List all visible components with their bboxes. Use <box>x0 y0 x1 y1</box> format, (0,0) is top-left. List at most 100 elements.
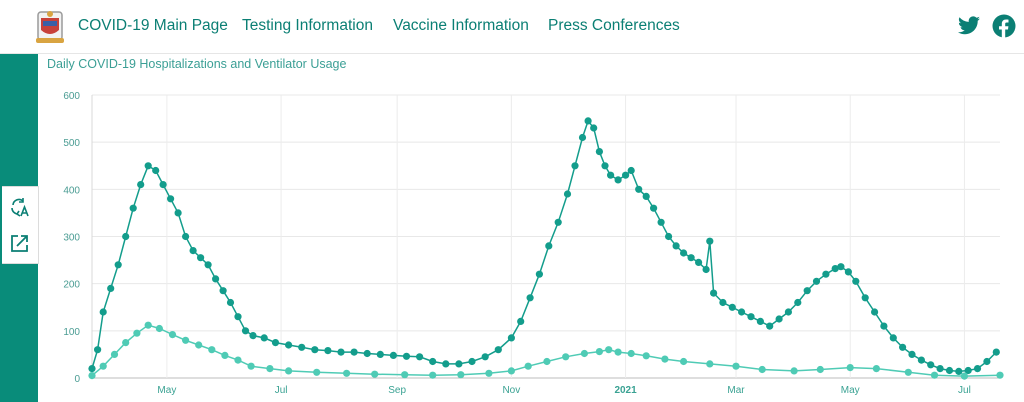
data-point-ventilator[interactable] <box>790 367 798 375</box>
data-point-hospitalized[interactable] <box>311 346 319 354</box>
data-point-ventilator[interactable] <box>627 349 635 358</box>
data-point-hospitalized[interactable] <box>917 356 926 364</box>
data-point-hospitalized[interactable] <box>794 298 802 307</box>
data-point-ventilator[interactable] <box>401 371 409 379</box>
data-point-hospitalized[interactable] <box>234 313 242 321</box>
data-point-ventilator[interactable] <box>221 351 229 359</box>
data-point-ventilator[interactable] <box>758 365 766 374</box>
data-point-ventilator[interactable] <box>110 350 119 358</box>
data-point-ventilator[interactable] <box>182 336 190 344</box>
data-point-ventilator[interactable] <box>485 369 493 377</box>
data-point-hospitalized[interactable] <box>973 365 982 373</box>
data-point-ventilator[interactable] <box>99 362 107 370</box>
data-point-hospitalized[interactable] <box>657 218 665 226</box>
data-point-hospitalized[interactable] <box>584 117 592 125</box>
data-point-hospitalized[interactable] <box>212 275 220 283</box>
data-point-hospitalized[interactable] <box>271 339 280 347</box>
data-point-hospitalized[interactable] <box>812 277 821 285</box>
data-point-hospitalized[interactable] <box>601 162 609 170</box>
data-point-hospitalized[interactable] <box>563 190 572 198</box>
data-point-hospitalized[interactable] <box>614 176 622 184</box>
data-point-ventilator[interactable] <box>371 370 379 378</box>
data-point-ventilator[interactable] <box>144 321 152 329</box>
data-point-hospitalized[interactable] <box>389 351 397 359</box>
data-point-hospitalized[interactable] <box>144 162 152 170</box>
data-point-hospitalized[interactable] <box>571 162 579 170</box>
data-point-hospitalized[interactable] <box>595 148 604 156</box>
data-point-hospitalized[interactable] <box>429 357 437 366</box>
data-point-hospitalized[interactable] <box>226 298 235 307</box>
data-point-hospitalized[interactable] <box>710 289 718 297</box>
data-point-hospitalized[interactable] <box>964 366 972 375</box>
data-point-ventilator[interactable] <box>904 368 912 376</box>
data-point-ventilator[interactable] <box>524 362 532 370</box>
data-point-hospitalized[interactable] <box>249 332 257 340</box>
data-point-hospitalized[interactable] <box>507 334 515 342</box>
nav-covid-main[interactable]: COVID-19 Main Page <box>78 17 228 34</box>
data-point-hospitalized[interactable] <box>376 350 384 358</box>
data-point-hospitalized[interactable] <box>350 348 358 356</box>
data-point-hospitalized[interactable] <box>182 232 190 241</box>
nav-vaccine-info[interactable]: Vaccine Information <box>393 17 529 34</box>
data-point-hospitalized[interactable] <box>908 350 916 358</box>
data-point-ventilator[interactable] <box>168 331 177 339</box>
data-point-ventilator[interactable] <box>642 352 650 360</box>
data-point-hospitalized[interactable] <box>285 341 293 349</box>
data-point-ventilator[interactable] <box>846 364 854 372</box>
data-point-hospitalized[interactable] <box>627 166 635 175</box>
data-point-ventilator[interactable] <box>595 348 604 356</box>
data-point-ventilator[interactable] <box>285 367 293 375</box>
data-point-hospitalized[interactable] <box>955 367 963 375</box>
data-point-hospitalized[interactable] <box>766 322 774 330</box>
translate-icon[interactable] <box>9 196 31 218</box>
data-point-hospitalized[interactable] <box>936 365 944 373</box>
data-point-ventilator[interactable] <box>234 356 242 364</box>
data-point-ventilator[interactable] <box>543 357 551 366</box>
data-point-hospitalized[interactable] <box>197 254 205 262</box>
data-point-ventilator[interactable] <box>562 353 570 361</box>
data-point-ventilator[interactable] <box>88 372 96 380</box>
data-point-hospitalized[interactable] <box>88 365 96 373</box>
data-point-hospitalized[interactable] <box>590 124 598 132</box>
data-point-hospitalized[interactable] <box>526 294 534 302</box>
data-point-hospitalized[interactable] <box>837 263 845 271</box>
data-point-ventilator[interactable] <box>605 346 613 354</box>
data-point-hospitalized[interactable] <box>775 315 783 323</box>
data-point-ventilator[interactable] <box>996 371 1004 379</box>
data-point-hospitalized[interactable] <box>672 242 680 250</box>
data-point-ventilator[interactable] <box>960 372 969 380</box>
data-point-hospitalized[interactable] <box>642 192 650 200</box>
data-point-hospitalized[interactable] <box>337 348 345 356</box>
data-point-ventilator[interactable] <box>429 371 437 379</box>
data-point-ventilator[interactable] <box>661 355 669 363</box>
data-point-hospitalized[interactable] <box>687 254 695 262</box>
data-point-hospitalized[interactable] <box>706 237 714 245</box>
data-point-hospitalized[interactable] <box>159 181 167 189</box>
data-point-ventilator[interactable] <box>247 362 255 370</box>
data-point-hospitalized[interactable] <box>578 133 587 142</box>
data-point-ventilator[interactable] <box>195 341 203 349</box>
data-point-hospitalized[interactable] <box>992 348 1000 356</box>
data-point-hospitalized[interactable] <box>174 209 182 217</box>
data-point-hospitalized[interactable] <box>945 366 954 375</box>
data-point-hospitalized[interactable] <box>219 287 227 295</box>
data-point-hospitalized[interactable] <box>831 265 839 273</box>
data-point-hospitalized[interactable] <box>695 258 703 266</box>
data-point-hospitalized[interactable] <box>650 204 658 212</box>
data-point-ventilator[interactable] <box>266 365 274 373</box>
data-point-hospitalized[interactable] <box>719 298 727 307</box>
data-point-hospitalized[interactable] <box>747 313 755 321</box>
data-point-hospitalized[interactable] <box>99 308 107 316</box>
data-point-ventilator[interactable] <box>680 357 688 366</box>
data-point-hospitalized[interactable] <box>607 171 615 179</box>
data-point-hospitalized[interactable] <box>554 218 562 226</box>
data-point-hospitalized[interactable] <box>416 353 424 361</box>
data-point-ventilator[interactable] <box>930 371 939 379</box>
data-point-hospitalized[interactable] <box>137 181 145 189</box>
data-point-ventilator[interactable] <box>706 360 714 368</box>
data-point-hospitalized[interactable] <box>260 334 268 342</box>
data-point-hospitalized[interactable] <box>622 171 630 179</box>
data-point-hospitalized[interactable] <box>535 270 544 278</box>
seal-logo-icon[interactable] <box>32 8 68 46</box>
data-point-hospitalized[interactable] <box>517 317 525 325</box>
